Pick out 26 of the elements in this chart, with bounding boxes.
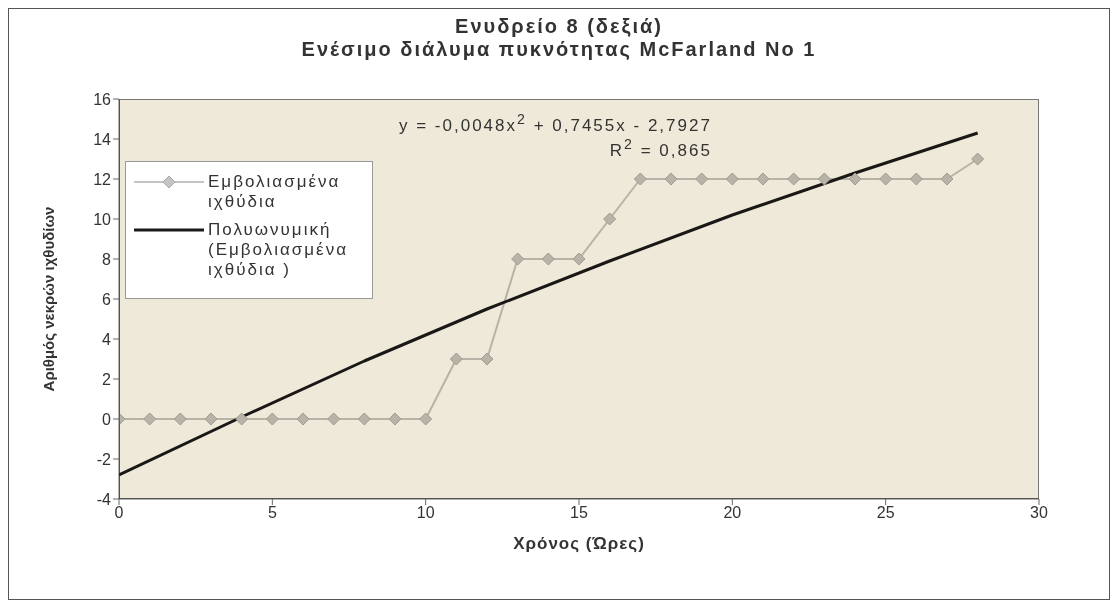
y-tick-label: 0 (102, 410, 112, 428)
x-tick-label: 0 (114, 504, 124, 522)
y-axis-title: Αριθμός νεκρών ιχθυδίων (40, 206, 58, 392)
y-tick-label: -2 (96, 450, 112, 468)
legend-label: Πολυωνυμική (Εμβολιασμένα ιχθύδια ) (208, 220, 349, 280)
chart-title: Ενυδρείο 8 (δεξιά) (454, 15, 664, 38)
y-tick-label: -4 (96, 490, 112, 508)
x-tick-label: 15 (570, 504, 588, 522)
x-axis-title: Χρόνος (Ώρες) (513, 534, 645, 553)
x-tick-label: 10 (416, 504, 435, 522)
x-tick-label: 5 (267, 504, 277, 522)
y-tick-label: 16 (93, 90, 112, 108)
chart-subtitle: Ενέσιμο διάλυμα πυκνότητας McFarland No 1 (300, 38, 818, 61)
x-tick-label: 25 (876, 504, 895, 522)
y-tick-label: 8 (102, 250, 112, 268)
y-tick-label: 10 (93, 210, 112, 228)
y-tick-label: 6 (102, 290, 112, 308)
annotation: y = -0,0048x$^{2}$ + 0,7455x - 2,7927 (399, 111, 712, 136)
legend-label: Εμβολιασμένα ιχθύδια (208, 172, 342, 212)
y-tick-label: 12 (93, 170, 112, 188)
annotation: R$^{2}$ = 0,865 (608, 135, 712, 161)
x-tick-label: 20 (723, 504, 742, 522)
x-tick-label: 30 (1030, 504, 1048, 522)
y-tick-label: 4 (102, 330, 112, 348)
y-tick-label: 2 (102, 370, 112, 388)
y-tick-label: 14 (93, 130, 112, 148)
